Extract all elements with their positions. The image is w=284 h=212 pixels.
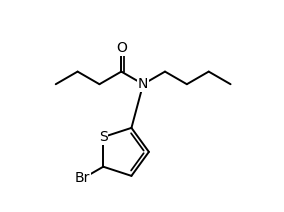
Text: N: N: [138, 77, 148, 91]
Text: S: S: [99, 130, 108, 144]
Text: O: O: [116, 41, 127, 55]
Text: Br: Br: [74, 171, 90, 185]
